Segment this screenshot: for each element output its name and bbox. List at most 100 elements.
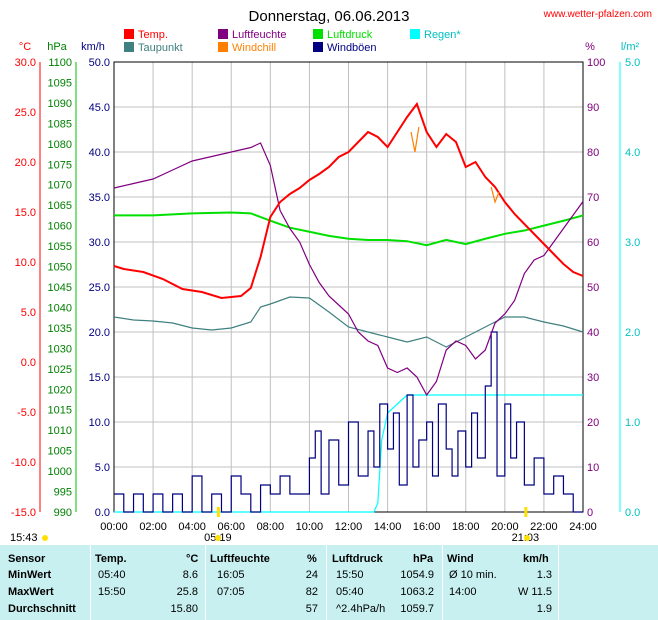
cell-p_val: 1063.2 bbox=[400, 586, 434, 598]
tick-wind: 20.0 bbox=[89, 327, 110, 339]
tick-humidity: 70 bbox=[587, 192, 599, 204]
tick-x: 00:00 bbox=[100, 521, 128, 533]
tick-x: 12:00 bbox=[335, 521, 363, 533]
hdr-temp-unit: °C bbox=[186, 553, 199, 565]
tick-x: 20:00 bbox=[491, 521, 519, 533]
tick-pressure: 1040 bbox=[48, 302, 72, 314]
cell-h_time: 07:05 bbox=[217, 586, 245, 598]
legend-label: Luftfeuchte bbox=[232, 29, 286, 41]
site-link[interactable]: www.wetter-pfalzen.com bbox=[543, 9, 652, 20]
plot-area bbox=[113, 61, 584, 513]
unit-wind: km/h bbox=[81, 41, 105, 53]
tick-pressure: 995 bbox=[54, 487, 72, 499]
tick-temp: -15.0 bbox=[11, 507, 36, 519]
tick-pressure: 1085 bbox=[48, 118, 72, 130]
cell-w_val: 1.3 bbox=[536, 569, 552, 581]
unit-temp: °C bbox=[19, 41, 31, 53]
tick-temp: 15.0 bbox=[15, 207, 36, 219]
tick-x: 10:00 bbox=[296, 521, 324, 533]
series-taupunkt bbox=[113, 296, 584, 348]
tick-pressure: 1035 bbox=[48, 323, 72, 335]
tick-rain: 3.0 bbox=[625, 237, 640, 249]
cell-h_time: 16:05 bbox=[217, 569, 245, 581]
legend-label: Temp. bbox=[138, 29, 168, 41]
cell-p_val: 1059.7 bbox=[400, 603, 434, 615]
tick-x: 18:00 bbox=[452, 521, 480, 533]
chart-title: Donnerstag, 06.06.2013 bbox=[249, 8, 410, 25]
tick-pressure: 1070 bbox=[48, 180, 72, 192]
tick-wind: 35.0 bbox=[89, 192, 110, 204]
tick-temp: 5.0 bbox=[21, 307, 36, 319]
cell-w_val: W 11.5 bbox=[517, 586, 552, 598]
tick-pressure: 1030 bbox=[48, 343, 72, 355]
tick-x: 16:00 bbox=[413, 521, 441, 533]
cell-h_val: 82 bbox=[305, 586, 318, 598]
tick-x: 22:00 bbox=[530, 521, 558, 533]
cell-p_time: ^2.4hPa/h bbox=[336, 603, 386, 615]
hdr-hum-unit: % bbox=[307, 553, 317, 565]
tick-humidity: 80 bbox=[587, 147, 599, 159]
hdr-sensor: Sensor bbox=[8, 553, 46, 565]
cell-label: Durchschnitt bbox=[8, 603, 76, 615]
tick-pressure: 1045 bbox=[48, 282, 72, 294]
series-luftdruck bbox=[114, 211, 584, 247]
tick-temp: 20.0 bbox=[15, 157, 36, 169]
tick-temp: 30.0 bbox=[15, 57, 36, 69]
tick-pressure: 1020 bbox=[48, 384, 72, 396]
series-regen bbox=[114, 394, 583, 513]
tick-x: 14:00 bbox=[374, 521, 402, 533]
legend: Temp. Luftfeuchte Luftdruck Regen* Taupunkt W… bbox=[124, 29, 461, 54]
cell-p_time: 05:40 bbox=[336, 586, 364, 598]
series-luftfeuchte bbox=[113, 142, 584, 397]
cell-w_time: 14:00 bbox=[449, 586, 477, 598]
legend-label: Taupunkt bbox=[138, 42, 183, 54]
tick-rain: 5.0 bbox=[625, 57, 640, 69]
tick-temp: -5.0 bbox=[17, 407, 36, 419]
legend-label: Windböen bbox=[327, 42, 377, 54]
tick-x: 06:00 bbox=[217, 521, 245, 533]
cell-p_time: 15:50 bbox=[336, 569, 364, 581]
tick-humidity: 20 bbox=[587, 417, 599, 429]
weather-chart: Donnerstag, 06.06.2013 www.wetter-pfalze… bbox=[10, 8, 652, 544]
tick-humidity: 50 bbox=[587, 282, 599, 294]
tick-rain: 0.0 bbox=[625, 507, 640, 519]
table-row: Durchschnitt 15.80 57 ^2.4hPa/h 1059.7 1.9 bbox=[0, 603, 658, 620]
legend-swatch bbox=[313, 42, 323, 52]
tick-pressure: 990 bbox=[54, 507, 72, 519]
daylight-label: 15:43 bbox=[10, 532, 38, 544]
tick-rain: 2.0 bbox=[625, 327, 640, 339]
legend-swatch bbox=[218, 42, 228, 52]
cell-h_val: 24 bbox=[305, 569, 318, 581]
tick-pressure: 1050 bbox=[48, 262, 72, 274]
sunrise-marker bbox=[216, 507, 220, 517]
tick-temp: -10.0 bbox=[11, 457, 36, 469]
tick-humidity: 90 bbox=[587, 102, 599, 114]
tick-x: 04:00 bbox=[178, 521, 206, 533]
sunset-marker bbox=[524, 507, 528, 517]
tick-temp: 10.0 bbox=[15, 257, 36, 269]
tick-x: 24:00 bbox=[569, 521, 597, 533]
hdr-press-unit: hPa bbox=[413, 553, 434, 565]
legend-label: Regen* bbox=[424, 29, 461, 41]
summary-table: Sensor Temp. °C Luftfeuchte % Luftdruck … bbox=[0, 545, 658, 620]
unit-pressure: hPa bbox=[47, 41, 67, 53]
tick-pressure: 1010 bbox=[48, 425, 72, 437]
tick-pressure: 1080 bbox=[48, 139, 72, 151]
cell-w_time: Ø 10 min. bbox=[449, 569, 497, 581]
tick-wind: 30.0 bbox=[89, 237, 110, 249]
unit-humidity: % bbox=[585, 41, 595, 53]
tick-wind: 45.0 bbox=[89, 102, 110, 114]
tick-x: 08:00 bbox=[257, 521, 285, 533]
table-header: Sensor Temp. °C Luftfeuchte % Luftdruck … bbox=[0, 545, 658, 567]
tick-pressure: 1015 bbox=[48, 405, 72, 417]
tick-wind: 0.0 bbox=[95, 507, 110, 519]
cell-t_val: 25.8 bbox=[176, 586, 198, 598]
tick-pressure: 1095 bbox=[48, 77, 72, 89]
hdr-wind-unit: km/h bbox=[523, 553, 549, 565]
table-row: MinWert 05:40 8.6 16:05 24 15:50 1054.9 Ø 10 mi… bbox=[0, 569, 658, 586]
legend-swatch bbox=[313, 29, 323, 39]
tick-pressure: 1075 bbox=[48, 159, 72, 171]
legend-label: Luftdruck bbox=[327, 29, 373, 41]
series-windben bbox=[114, 331, 583, 513]
tick-wind: 25.0 bbox=[89, 282, 110, 294]
